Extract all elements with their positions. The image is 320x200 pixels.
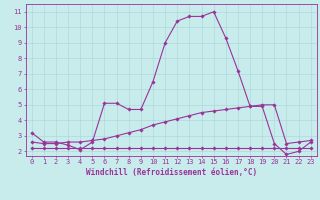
X-axis label: Windchill (Refroidissement éolien,°C): Windchill (Refroidissement éolien,°C) bbox=[86, 168, 257, 177]
